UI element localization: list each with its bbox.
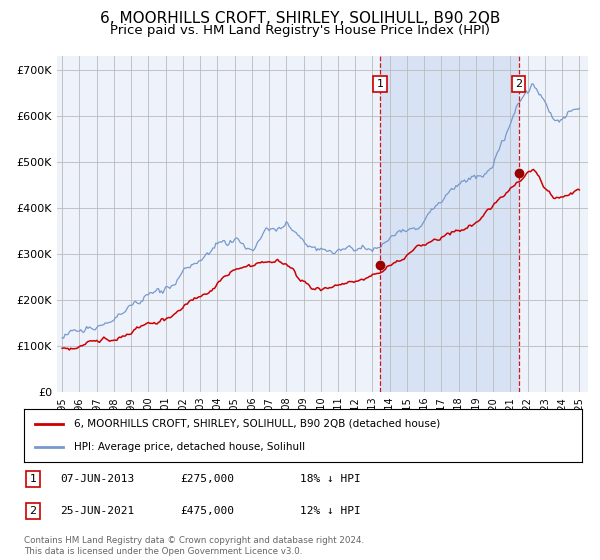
Text: 12% ↓ HPI: 12% ↓ HPI (300, 506, 361, 516)
Text: £275,000: £275,000 (180, 474, 234, 484)
Bar (380, 56, 518, 392)
Text: 6, MOORHILLS CROFT, SHIRLEY, SOLIHULL, B90 2QB (detached house): 6, MOORHILLS CROFT, SHIRLEY, SOLIHULL, B… (74, 419, 440, 429)
Text: 2: 2 (29, 506, 37, 516)
Text: HPI: Average price, detached house, Solihull: HPI: Average price, detached house, Soli… (74, 442, 305, 452)
Text: 18% ↓ HPI: 18% ↓ HPI (300, 474, 361, 484)
Text: Price paid vs. HM Land Registry's House Price Index (HPI): Price paid vs. HM Land Registry's House … (110, 24, 490, 36)
Text: 1: 1 (29, 474, 37, 484)
Text: 2: 2 (515, 78, 522, 88)
Text: Contains HM Land Registry data © Crown copyright and database right 2024.
This d: Contains HM Land Registry data © Crown c… (24, 536, 364, 556)
Text: 07-JUN-2013: 07-JUN-2013 (60, 474, 134, 484)
Text: 1: 1 (377, 78, 383, 88)
Text: £475,000: £475,000 (180, 506, 234, 516)
Text: 6, MOORHILLS CROFT, SHIRLEY, SOLIHULL, B90 2QB: 6, MOORHILLS CROFT, SHIRLEY, SOLIHULL, B… (100, 11, 500, 26)
Text: 25-JUN-2021: 25-JUN-2021 (60, 506, 134, 516)
